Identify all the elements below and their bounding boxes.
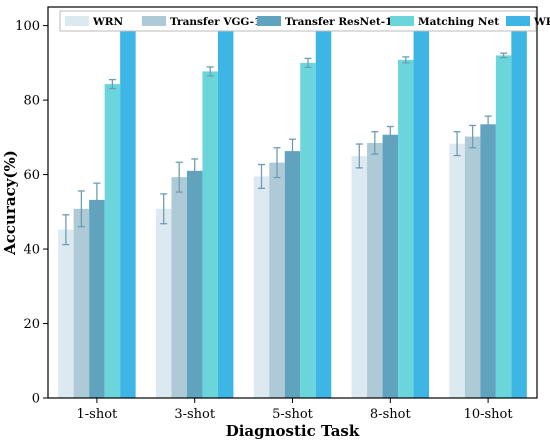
y-axis-ticks: 0 20 40 60 80 100	[15, 19, 48, 407]
bar	[186, 170, 203, 398]
bar	[495, 55, 512, 399]
bar	[73, 208, 90, 398]
legend-label: WRRN	[533, 16, 550, 28]
x-tick-label: 5-shot	[272, 407, 314, 422]
legend-label: Transfer VGG-11	[170, 16, 269, 28]
x-axis-title: Diagnostic Task	[226, 422, 360, 440]
bar	[382, 134, 399, 398]
bar	[253, 176, 270, 398]
legend: WRN Transfer VGG-11 Transfer ResNet-18 Matc…	[59, 10, 550, 32]
y-tick-label: 40	[23, 243, 40, 258]
bar	[480, 124, 496, 399]
bar	[217, 25, 234, 398]
bar	[171, 177, 187, 398]
legend-swatch	[506, 16, 530, 26]
x-tick-label: 10-shot	[464, 407, 514, 422]
bar	[300, 62, 316, 398]
error-bars-layer	[62, 52, 508, 246]
y-tick-label: 100	[15, 19, 40, 34]
y-tick-label: 20	[23, 317, 40, 332]
legend-label: Matching Net	[418, 16, 499, 28]
bar	[449, 143, 465, 398]
bar	[367, 142, 383, 398]
legend-swatch	[257, 16, 281, 26]
bar	[315, 25, 332, 398]
bar	[511, 25, 527, 398]
bar	[269, 162, 285, 398]
legend-label: Transfer ResNet-18	[285, 16, 400, 28]
bar	[120, 25, 136, 398]
bar	[155, 208, 172, 398]
bar	[89, 199, 105, 398]
y-axis-title: Accuracy(%)	[1, 150, 19, 256]
bars-layer	[58, 25, 527, 399]
x-tick-label: 8-shot	[370, 407, 412, 422]
y-tick-label: 0	[32, 392, 40, 407]
bar	[284, 151, 301, 398]
x-tick-label: 3-shot	[174, 407, 216, 422]
bar	[202, 71, 218, 398]
axes-layer: 0 20 40 60 80 100 1-shot 3-shot 5-shot 8-shot 10-…	[1, 6, 538, 440]
y-tick-label: 80	[23, 94, 40, 109]
legend-swatch	[390, 16, 414, 26]
legend-swatch	[65, 16, 89, 26]
bar	[398, 59, 414, 399]
bar	[413, 25, 430, 398]
legend-box	[59, 10, 537, 32]
bar	[58, 229, 74, 398]
x-axis-ticks: 1-shot 3-shot 5-shot 8-shot 10-shot	[77, 398, 514, 422]
legend-label: WRN	[92, 16, 124, 28]
bar	[351, 155, 368, 398]
bar	[104, 84, 121, 398]
x-tick-label: 1-shot	[77, 407, 119, 422]
y-tick-label: 60	[23, 168, 40, 183]
legend-swatch	[142, 16, 166, 26]
bar	[464, 136, 481, 399]
